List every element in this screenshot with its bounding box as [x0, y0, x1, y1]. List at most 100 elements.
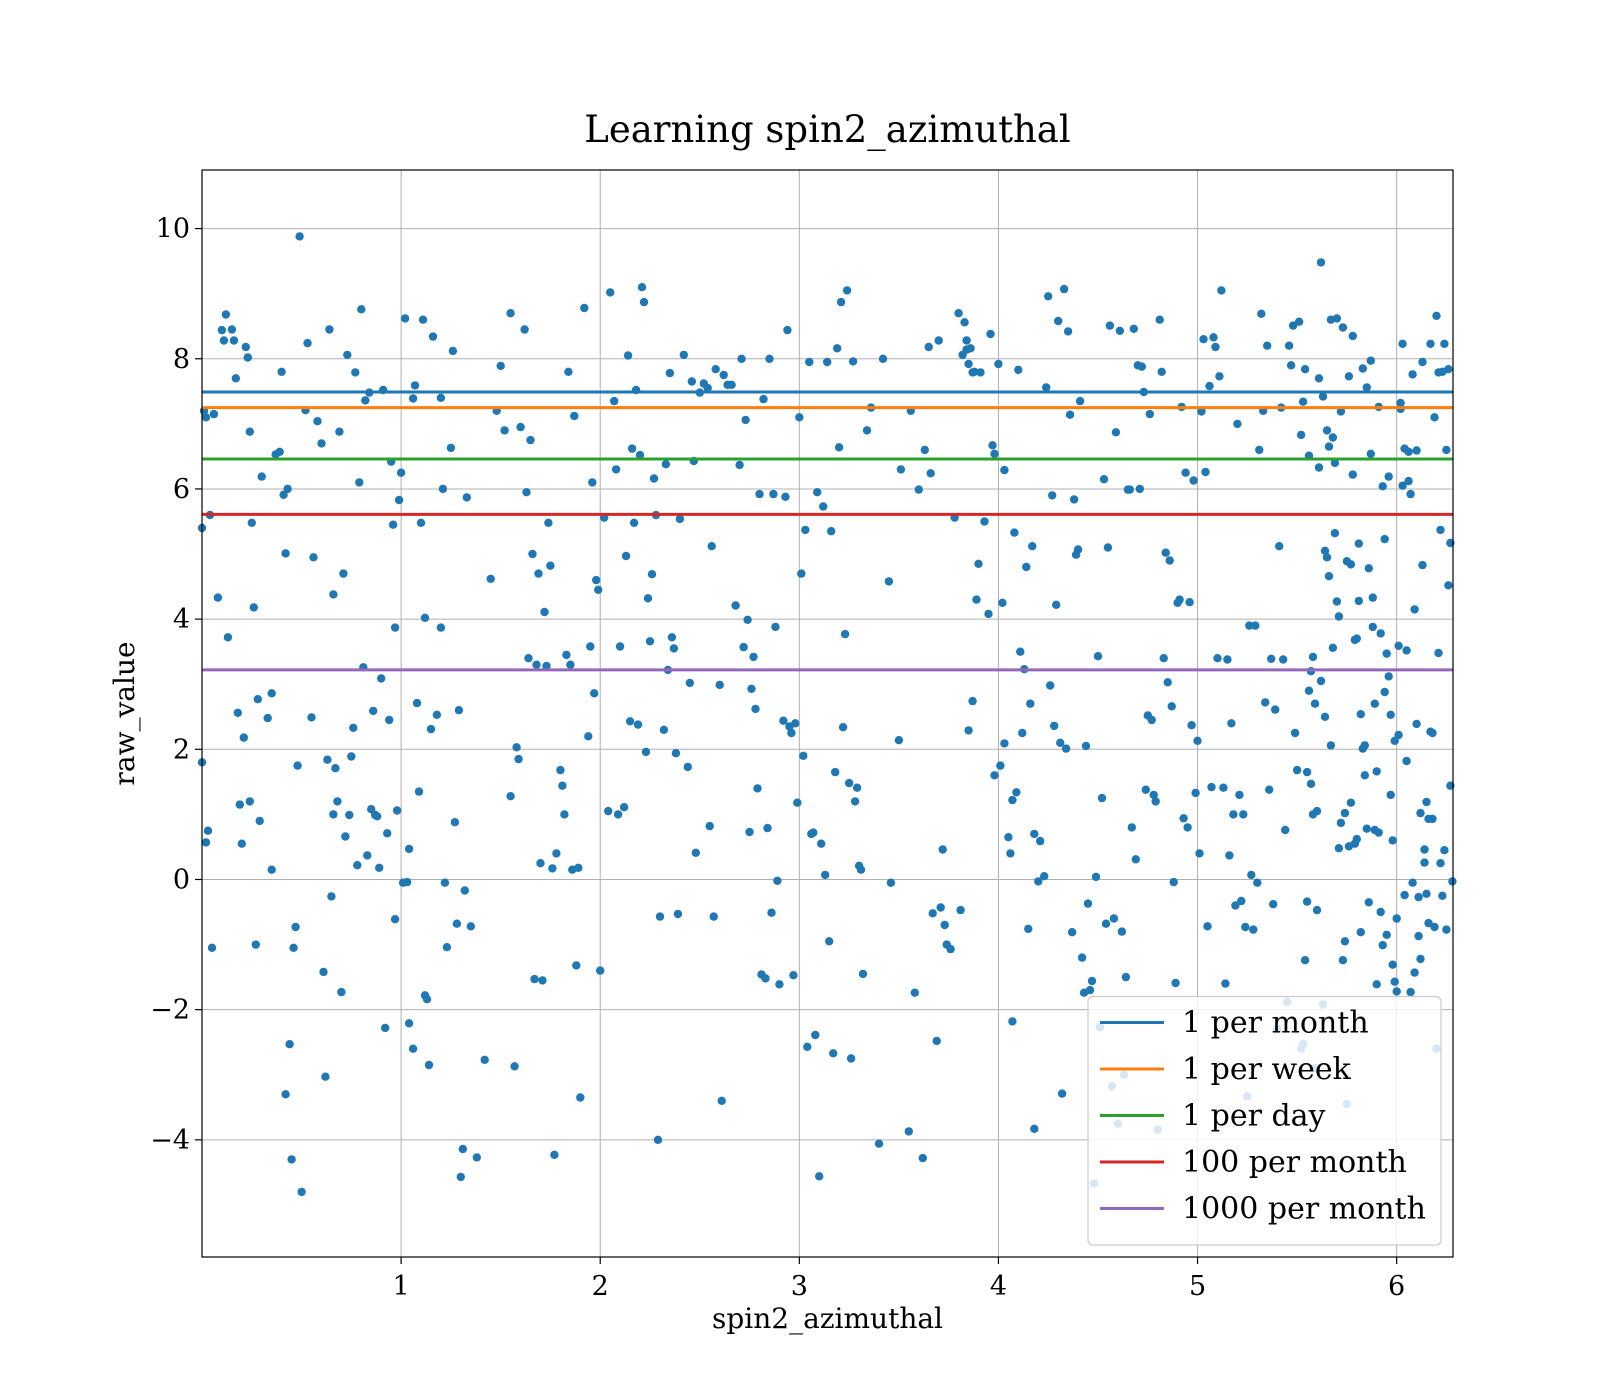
data-point	[1372, 980, 1381, 989]
data-point	[341, 832, 350, 841]
data-point	[420, 613, 430, 622]
legend-label: 1 per day	[1182, 1099, 1326, 1134]
data-point	[1147, 715, 1156, 725]
data-point	[1376, 629, 1385, 638]
data-point	[1328, 643, 1338, 652]
data-point	[1414, 892, 1423, 902]
data-point	[611, 465, 621, 474]
data-point	[1284, 341, 1294, 350]
data-point	[1300, 365, 1310, 374]
data-point	[846, 1054, 856, 1063]
data-point	[1348, 470, 1358, 479]
data-point	[604, 806, 613, 816]
data-point	[506, 309, 515, 318]
data-point	[1334, 612, 1344, 621]
data-point	[1275, 542, 1284, 551]
data-point	[1171, 978, 1180, 988]
data-point	[940, 920, 949, 930]
data-point	[1424, 814, 1433, 824]
data-point	[1073, 545, 1083, 554]
data-point	[719, 370, 728, 380]
data-point	[920, 445, 929, 455]
y-tick-label: 2	[173, 734, 190, 765]
data-point	[739, 642, 748, 652]
data-point	[255, 816, 264, 826]
data-point	[996, 761, 1005, 770]
data-point	[263, 713, 272, 723]
data-point	[472, 1153, 481, 1162]
data-point	[536, 859, 545, 868]
data-point	[1444, 365, 1453, 374]
data-point	[1340, 808, 1350, 818]
data-point	[910, 988, 919, 997]
data-point	[1382, 649, 1391, 658]
data-point	[1145, 409, 1155, 419]
data-point	[1322, 553, 1332, 562]
data-point	[339, 569, 348, 578]
data-point	[229, 336, 239, 345]
data-point	[1412, 719, 1421, 729]
data-point	[1253, 878, 1262, 887]
data-point	[791, 719, 800, 728]
data-point	[1008, 1017, 1017, 1026]
data-point	[755, 489, 764, 499]
data-point	[528, 549, 537, 559]
data-point	[767, 908, 776, 917]
data-point	[396, 468, 406, 477]
data-point	[1127, 823, 1137, 832]
data-point	[633, 720, 643, 729]
data-point	[1219, 783, 1228, 792]
data-point	[745, 827, 754, 837]
data-point	[787, 728, 796, 738]
data-point	[813, 488, 822, 497]
data-point	[1354, 596, 1364, 606]
data-point	[1014, 365, 1023, 374]
data-point	[446, 443, 456, 453]
data-point	[1271, 705, 1280, 714]
data-point	[1000, 465, 1009, 475]
data-point	[1288, 321, 1298, 330]
data-point	[1141, 785, 1151, 794]
data-point	[1213, 654, 1222, 663]
data-point	[1056, 738, 1065, 747]
data-point	[1340, 937, 1350, 946]
data-point	[1330, 529, 1340, 538]
data-point	[1115, 326, 1125, 335]
data-point	[355, 478, 364, 487]
data-point	[1179, 814, 1188, 823]
data-point	[385, 715, 394, 725]
data-point	[946, 944, 955, 954]
data-point	[1410, 605, 1419, 614]
data-point	[247, 518, 256, 527]
data-point	[671, 749, 681, 758]
data-point	[936, 903, 945, 912]
data-point	[1304, 686, 1314, 695]
data-point	[1231, 901, 1240, 910]
data-point	[552, 849, 561, 858]
data-point	[287, 1155, 296, 1164]
data-point	[1296, 430, 1306, 440]
data-point	[239, 733, 248, 742]
data-point	[1135, 484, 1145, 494]
legend: 1 per month 1 per week 1 per day 100 per mo…	[1087, 995, 1442, 1246]
data-point	[1396, 398, 1405, 408]
data-point	[538, 976, 547, 985]
data-point	[1197, 407, 1206, 416]
data-point	[637, 283, 647, 292]
data-point	[1418, 357, 1427, 367]
data-point	[1428, 728, 1437, 738]
data-point	[894, 736, 904, 745]
data-point	[1063, 327, 1073, 336]
data-point	[653, 1135, 663, 1145]
x-tick-label: 6	[1388, 1271, 1405, 1302]
data-point	[1103, 543, 1113, 552]
data-point	[625, 717, 635, 726]
data-point	[1121, 972, 1131, 982]
data-point	[335, 427, 344, 436]
data-point	[442, 943, 452, 952]
data-point	[1418, 560, 1427, 570]
data-point	[1294, 317, 1304, 326]
data-point	[506, 792, 515, 801]
data-point	[817, 839, 826, 848]
data-point	[361, 396, 370, 405]
